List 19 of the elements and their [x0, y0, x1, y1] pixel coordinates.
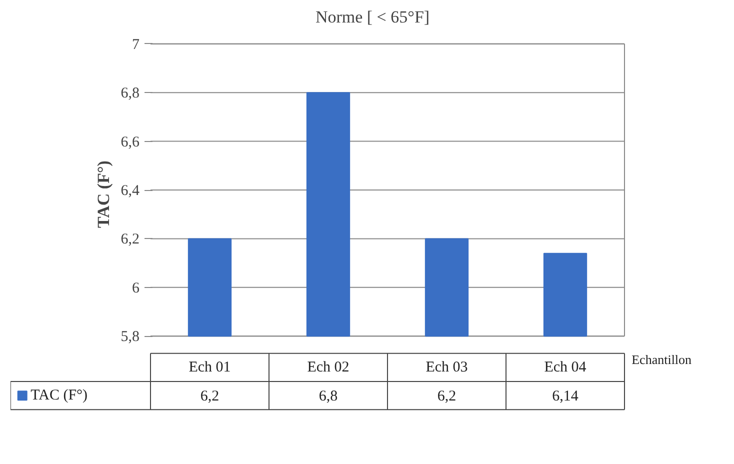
x-tick-label: Ech 01 [188, 359, 231, 376]
x-tick-label: Ech 03 [426, 359, 468, 376]
data-label: 6,2 [200, 388, 220, 405]
data-label: 6,8 [318, 388, 338, 405]
y-tick-label: 6,4 [120, 183, 140, 199]
y-tick-label: 7 [132, 36, 140, 53]
y-tick-label: 6 [132, 280, 140, 296]
x-tick-label: Ech 04 [544, 359, 587, 376]
x-tick-label: Ech 02 [307, 359, 350, 376]
chart-title: Norme [ < 65°F] [315, 8, 430, 26]
y-tick-label: 6,6 [120, 134, 140, 150]
y-tick-label: 5,8 [120, 329, 140, 346]
data-label: 6,2 [437, 388, 456, 405]
data-label: 6,14 [552, 388, 579, 405]
legend-label: TAC (F°) [30, 388, 88, 404]
y-tick-label: 6,2 [120, 232, 140, 248]
x-axis-title: Echantillon [632, 352, 692, 367]
y-tick-label: 6,8 [120, 86, 140, 102]
y-axis-title: TAC (F°) [94, 160, 113, 228]
